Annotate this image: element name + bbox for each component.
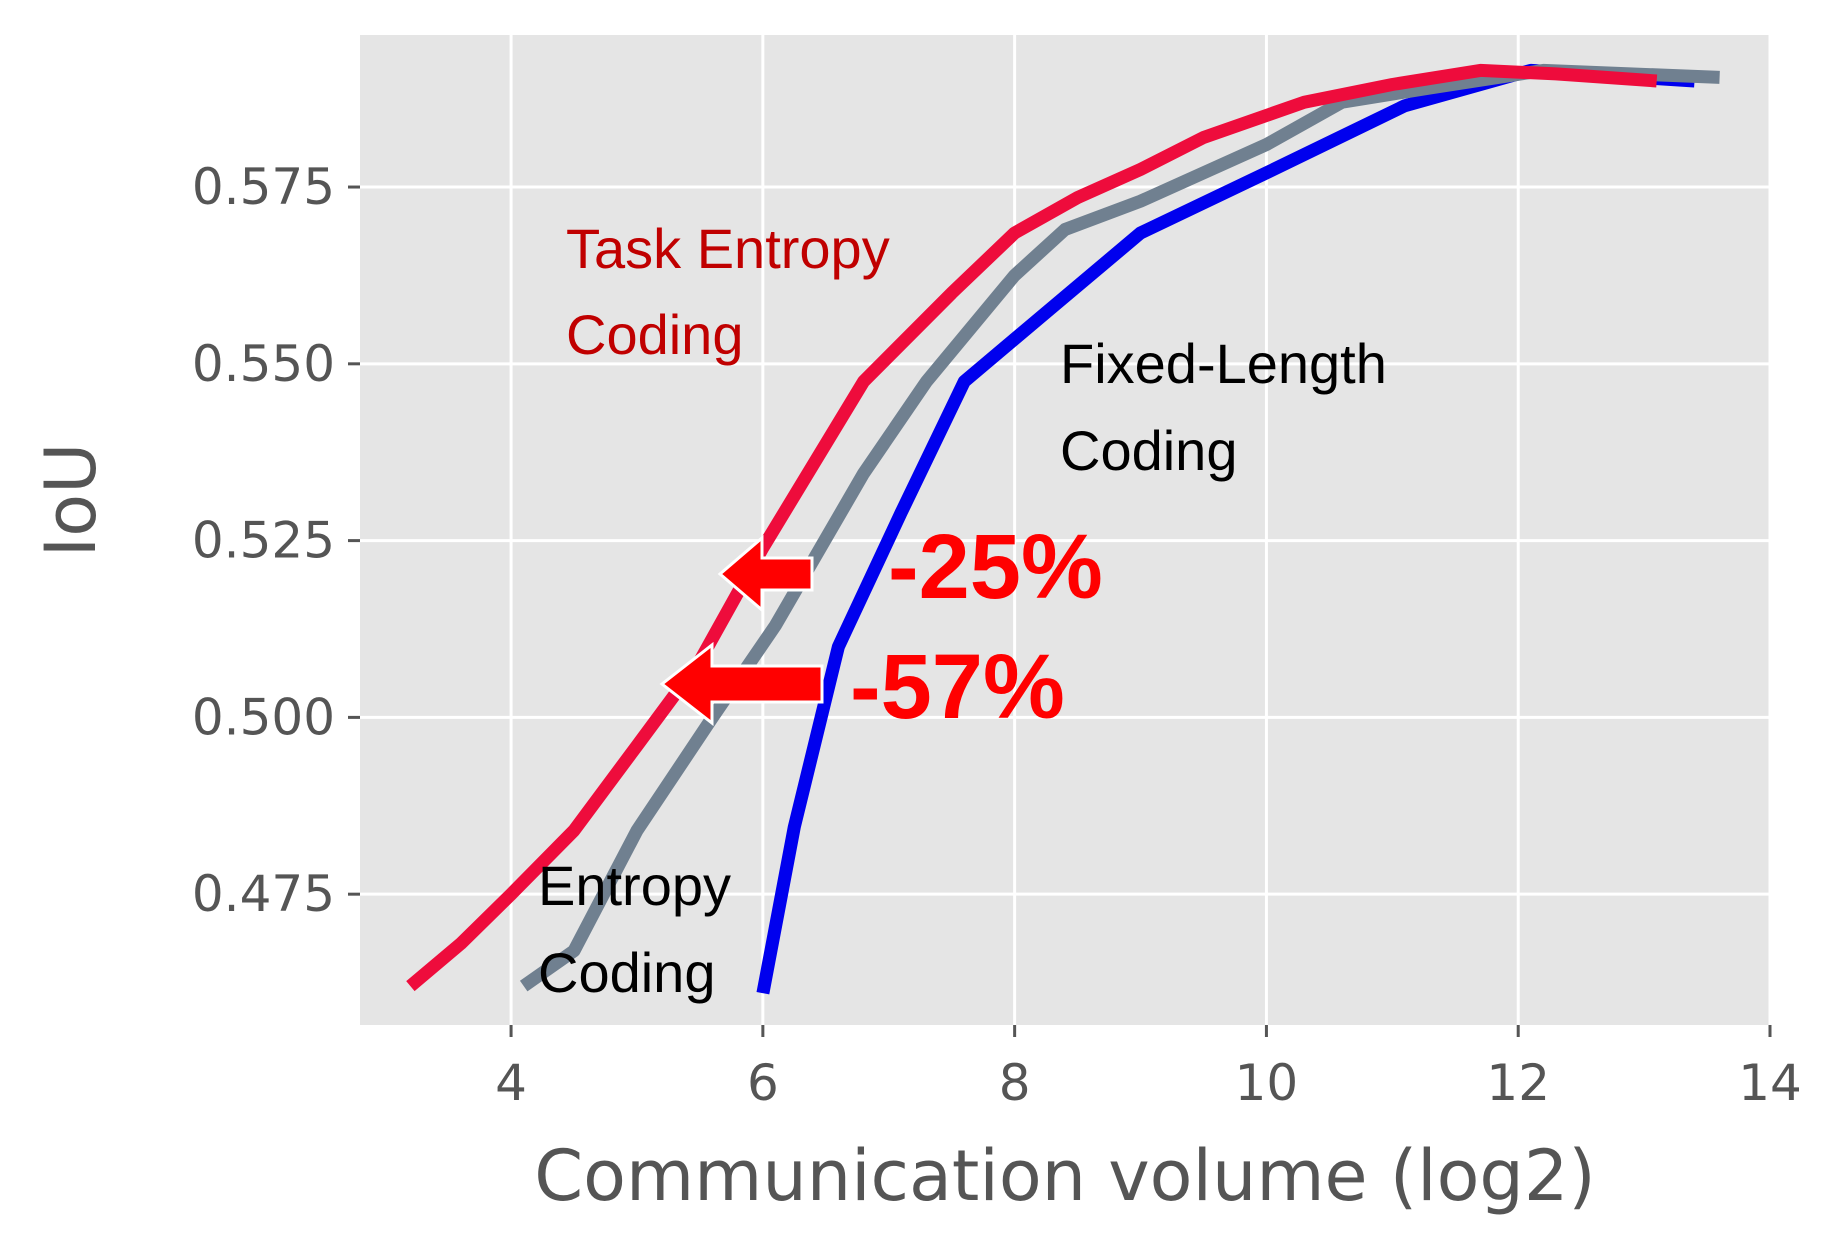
- reduction-entropy-label: -25%: [888, 516, 1103, 618]
- y-tick-label: 0.575: [192, 158, 335, 216]
- x-tick-label: 12: [1486, 1054, 1550, 1112]
- entropy-coding-line: [519, 63, 1720, 992]
- x-axis-title: Communication volume (log2): [534, 1135, 1595, 1217]
- x-tick-label: 6: [747, 1054, 779, 1112]
- task-entropy-label-line1: Task Entropy: [566, 217, 890, 280]
- fixed-length-coding-line: [756, 63, 1695, 995]
- y-axis-title: IoU: [30, 443, 112, 558]
- fixed-length-label-line1: Fixed-Length: [1060, 332, 1387, 395]
- grid-lines: [360, 35, 1772, 1025]
- series-lines: [406, 63, 1720, 995]
- arrow-task-entropy-reduction: [659, 641, 824, 727]
- x-tick-label: 14: [1738, 1054, 1802, 1112]
- task-entropy-label-line2: Coding: [566, 303, 743, 366]
- arrow-entropy-reduction: [717, 534, 814, 614]
- task-entropy-coding-line: [406, 63, 1658, 992]
- reduction-task-entropy-label: -57%: [850, 636, 1065, 738]
- axis-ticks: 4 6 8 10 12 14 0.475 0.500 0.525 0.550 0.575: [192, 158, 1802, 1112]
- x-tick-label: 10: [1235, 1054, 1299, 1112]
- entropy-label-line1: Entropy: [538, 854, 731, 917]
- y-tick-label: 0.475: [192, 865, 335, 923]
- x-tick-label: 8: [999, 1054, 1031, 1112]
- y-tick-label: 0.500: [192, 688, 335, 746]
- left-arrow-small: [717, 534, 814, 614]
- x-tick-label: 4: [495, 1054, 527, 1112]
- entropy-label-line2: Coding: [538, 941, 715, 1004]
- y-tick-label: 0.525: [192, 512, 335, 570]
- y-tick-label: 0.550: [192, 335, 335, 393]
- left-arrow-large: [659, 641, 824, 727]
- fixed-length-label-line2: Coding: [1060, 419, 1237, 482]
